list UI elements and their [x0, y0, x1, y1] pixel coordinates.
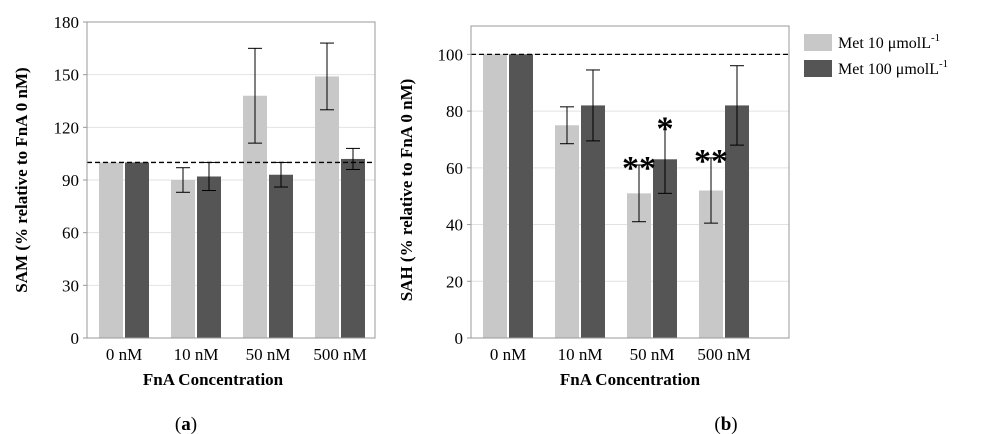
bar-met-100-10nm	[581, 105, 605, 338]
error-bar	[346, 147, 360, 170]
bar-met-100-10nm	[197, 176, 221, 338]
error-bar	[586, 69, 600, 142]
panel-label-a: (a)	[175, 414, 197, 434]
legend-label-met-100: Met 100 μmolL-1	[838, 58, 948, 78]
error-bar	[704, 157, 718, 224]
significance-mark: **	[622, 150, 656, 187]
significance-marks-b: *****	[622, 110, 728, 187]
y-tick-labels-a: 0 30 60 90 120 150 180	[54, 13, 87, 348]
x-tick-label: 500 nM	[697, 345, 750, 364]
error-bar	[658, 124, 672, 194]
significance-mark: *	[657, 110, 674, 147]
y-tick-label: 80	[446, 102, 463, 121]
x-tick-label: 0 nM	[106, 345, 142, 364]
y-axis-title-a: SAM (% relative to FnA 0 nM)	[12, 67, 31, 292]
y-tick-label: 100	[438, 45, 464, 64]
errorbars-b	[560, 65, 744, 224]
legend-item-met-10: Met 10 μmolL-1	[804, 32, 940, 52]
x-tick-label: 50 nM	[630, 345, 675, 364]
x-tick-label: 10 nM	[174, 345, 219, 364]
y-tick-labels-b: 0 20 40 60 80 100	[438, 45, 471, 348]
y-tick-label: 150	[54, 66, 80, 85]
x-tick-label: 10 nM	[558, 345, 603, 364]
errorbars-a	[176, 42, 360, 193]
y-tick-label: 60	[446, 159, 463, 178]
x-tick-labels-a: 0 nM 10 nM 50 nM 500 nM	[106, 345, 367, 364]
bar-met-10-500nm	[315, 76, 339, 338]
y-tick-label: 0	[71, 329, 80, 348]
y-tick-label: 120	[54, 118, 80, 137]
x-tick-label: 500 nM	[313, 345, 366, 364]
legend-label-met-10: Met 10 μmolL-1	[838, 32, 940, 52]
y-tick-label: 90	[62, 171, 79, 190]
legend: Met 10 μmolL-1 Met 100 μmolL-1	[804, 32, 948, 78]
bar-met-100-50nm	[269, 174, 293, 338]
bars-a	[99, 76, 365, 338]
x-tick-label: 0 nM	[490, 345, 526, 364]
legend-item-met-100: Met 100 μmolL-1	[804, 58, 948, 78]
y-tick-label: 0	[455, 329, 464, 348]
error-bar	[248, 47, 262, 144]
bar-met-100-0nm	[125, 162, 149, 338]
y-tick-label: 30	[62, 276, 79, 295]
panel-a: 0 30 60 90 120 150 180 0 nM 10 nM 50 nM 500 nM Fn…	[12, 13, 376, 434]
bar-met-100-500nm	[341, 158, 365, 338]
x-tick-label: 50 nM	[246, 345, 291, 364]
bar-met-10-10nm	[171, 180, 195, 338]
bars-b	[483, 54, 749, 338]
bar-met-10-10nm	[555, 125, 579, 338]
bar-met-100-0nm	[509, 54, 533, 338]
significance-mark: **	[694, 143, 728, 180]
plot-frame-b	[470, 25, 790, 339]
y-axis-title-b: SAH (% relative to FnA 0 nM)	[397, 79, 416, 302]
x-axis-title-a: FnA Concentration	[143, 370, 284, 389]
legend-swatch-met-100	[804, 60, 832, 77]
error-bar	[176, 167, 190, 193]
x-axis-title-b: FnA Concentration	[560, 370, 701, 389]
error-bar	[560, 106, 574, 145]
panel-label-b: (b)	[714, 414, 737, 434]
error-bar	[320, 42, 334, 111]
bar-met-10-0nm	[483, 54, 507, 338]
error-bar	[632, 164, 646, 223]
y-tick-label: 60	[62, 224, 79, 243]
bar-met-10-0nm	[99, 162, 123, 338]
y-tick-label: 180	[54, 13, 80, 32]
error-bar	[730, 65, 744, 146]
y-tick-label: 40	[446, 216, 463, 235]
x-tick-labels-b: 0 nM 10 nM 50 nM 500 nM	[490, 345, 751, 364]
legend-swatch-met-10	[804, 34, 832, 51]
y-tick-label: 20	[446, 272, 463, 291]
